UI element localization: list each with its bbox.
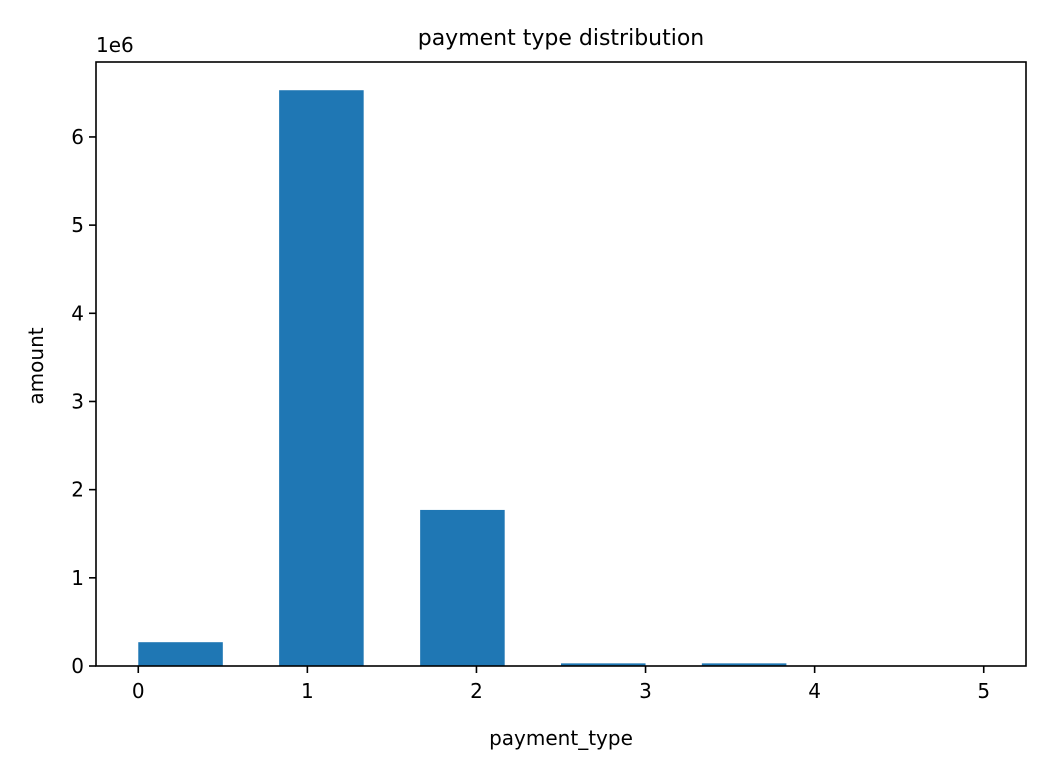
x-axis-label: payment_type: [489, 726, 633, 750]
x-tick-label-3: 3: [639, 679, 652, 703]
y-ticks-group: 0 1 2 3 4 5 6: [71, 125, 96, 678]
bar-2: [420, 509, 505, 666]
bar-1: [279, 90, 364, 666]
y-tick-label-2: 2: [71, 478, 84, 502]
y-tick-label-3: 3: [71, 389, 84, 413]
bar-4: [701, 663, 787, 666]
y-tick-label-1: 1: [71, 566, 84, 590]
y-tick-label-0: 0: [71, 654, 84, 678]
plot-frame: [95, 61, 1027, 667]
bar-3: [561, 663, 646, 666]
y-tick-label-6: 6: [71, 125, 84, 149]
x-tick-label-4: 4: [808, 679, 821, 703]
x-tick-label-0: 0: [132, 679, 145, 703]
x-ticks-group: 0 1 2 3 4 5: [132, 666, 990, 703]
y-tick-label-5: 5: [71, 213, 84, 237]
chart-title: payment type distribution: [418, 26, 705, 51]
y-tick-label-4: 4: [71, 301, 84, 325]
y-axis-label: amount: [24, 327, 48, 404]
x-tick-label-1: 1: [301, 679, 314, 703]
x-tick-label-2: 2: [470, 679, 483, 703]
bars-group: [138, 90, 787, 666]
y-axis-offset-label: 1e6: [96, 33, 134, 57]
bar-0: [138, 642, 223, 666]
x-tick-label-5: 5: [977, 679, 990, 703]
